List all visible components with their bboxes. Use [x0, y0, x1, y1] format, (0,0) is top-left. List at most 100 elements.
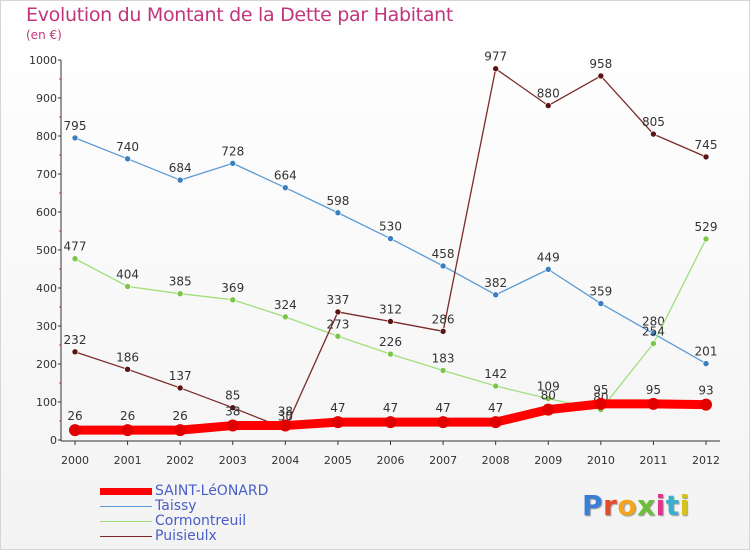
x-tick-label: 2002 — [166, 454, 194, 467]
data-point-saint-l-onard — [542, 403, 555, 416]
logo-letter: t — [665, 489, 680, 522]
x-tick-label: 2012 — [692, 454, 720, 467]
data-point-cormontreuil — [176, 290, 184, 298]
data-point-cormontreuil — [71, 255, 79, 263]
data-point-taissy — [702, 360, 710, 367]
x-tick-label: 2011 — [639, 454, 667, 467]
legend-label: Cormontreuil — [155, 513, 247, 529]
data-point-taissy — [334, 209, 342, 217]
data-point-saint-l-onard — [594, 397, 607, 410]
data-label-puisieulx: 337 — [326, 293, 349, 307]
logo-letter: P — [582, 489, 604, 522]
legend-label: Puisieulx — [155, 528, 217, 544]
data-point-saint-l-onard — [700, 398, 712, 411]
data-label-taissy: 795 — [64, 119, 87, 133]
logo-letter: i — [679, 489, 690, 522]
legend-swatch — [100, 536, 152, 537]
data-point-cormontreuil — [650, 340, 657, 347]
data-label-puisieulx: 232 — [64, 333, 87, 347]
data-label-saint-l-onard: 95 — [593, 383, 608, 397]
data-point-puisieulx — [124, 366, 131, 373]
data-point-taissy — [597, 300, 605, 307]
data-point-saint-l-onard — [647, 397, 660, 410]
data-point-taissy — [229, 160, 237, 167]
data-label-taissy: 598 — [326, 194, 349, 208]
x-tick-label: 2005 — [324, 454, 352, 467]
data-label-saint-l-onard: 38 — [278, 405, 293, 419]
data-point-puisieulx — [650, 130, 657, 138]
data-label-cormontreuil: 183 — [432, 351, 455, 365]
logo-letter: o — [617, 489, 638, 522]
legend-swatch — [100, 506, 152, 507]
x-tick-label: 2007 — [429, 454, 457, 467]
legend-label: SAINT-LéONARD — [155, 483, 269, 499]
data-label-saint-l-onard: 38 — [225, 405, 240, 419]
x-tick-label: 2006 — [377, 454, 405, 467]
y-tick-label: 1000 — [29, 54, 57, 67]
data-point-saint-l-onard — [121, 424, 134, 437]
data-point-puisieulx — [702, 153, 710, 161]
data-label-cormontreuil: 404 — [116, 267, 139, 281]
legend-swatch — [100, 488, 152, 495]
data-point-puisieulx — [544, 102, 552, 109]
legend-label: Taissy — [155, 498, 197, 514]
data-label-saint-l-onard: 26 — [67, 409, 82, 423]
data-label-taissy: 382 — [484, 276, 507, 290]
data-label-cormontreuil: 273 — [326, 317, 349, 331]
data-label-taissy: 664 — [274, 169, 297, 183]
proxiti-logo: Proxiti — [582, 489, 690, 522]
y-tick-label: 700 — [36, 168, 57, 181]
x-tick-label: 2004 — [271, 454, 299, 467]
data-label-puisieulx: 880 — [537, 87, 560, 101]
data-label-puisieulx: 186 — [116, 350, 139, 364]
data-label-saint-l-onard: 47 — [383, 401, 398, 415]
data-point-taissy — [439, 262, 447, 270]
data-point-saint-l-onard — [226, 419, 239, 432]
x-tick-label: 2008 — [482, 454, 510, 467]
data-label-saint-l-onard: 26 — [120, 409, 135, 423]
legend-swatch — [100, 521, 152, 522]
data-label-saint-l-onard: 80 — [541, 389, 556, 403]
data-point-puisieulx — [176, 384, 184, 392]
data-point-saint-l-onard — [489, 416, 502, 429]
y-tick-label: 0 — [50, 434, 57, 447]
y-tick-label: 200 — [36, 358, 57, 371]
data-point-cormontreuil — [124, 283, 131, 290]
data-label-cormontreuil: 254 — [642, 324, 665, 338]
data-label-puisieulx: 30 — [278, 410, 293, 424]
data-label-puisieulx: 137 — [169, 369, 192, 383]
data-label-taissy: 280 — [642, 315, 665, 329]
data-label-cormontreuil: 324 — [274, 298, 297, 312]
data-point-saint-l-onard — [174, 424, 187, 437]
logo-letter: x — [637, 489, 656, 522]
data-point-saint-l-onard — [384, 416, 397, 429]
data-label-saint-l-onard: 93 — [698, 384, 713, 398]
data-label-taissy: 728 — [221, 144, 244, 158]
data-label-saint-l-onard: 95 — [646, 383, 661, 397]
logo-letter: i — [655, 489, 666, 522]
data-label-taissy: 359 — [589, 285, 612, 299]
data-label-puisieulx: 977 — [484, 50, 507, 64]
data-point-cormontreuil — [439, 367, 447, 374]
data-label-puisieulx: 312 — [379, 302, 402, 316]
data-label-cormontreuil: 226 — [379, 335, 402, 349]
data-label-taissy: 684 — [169, 161, 192, 175]
data-point-taissy — [124, 155, 131, 163]
data-label-cormontreuil: 142 — [484, 367, 507, 381]
y-tick-label: 800 — [36, 130, 57, 143]
data-label-saint-l-onard: 26 — [173, 409, 188, 423]
data-point-cormontreuil — [229, 296, 237, 304]
y-tick-label: 900 — [36, 92, 57, 105]
data-point-saint-l-onard — [69, 424, 81, 437]
data-point-cormontreuil — [334, 332, 342, 340]
data-point-cormontreuil — [492, 382, 499, 390]
data-point-puisieulx — [71, 348, 79, 356]
x-tick-label: 2000 — [61, 454, 89, 467]
data-point-puisieulx — [334, 308, 342, 316]
data-label-puisieulx: 805 — [642, 115, 665, 129]
data-point-taissy — [650, 330, 657, 337]
logo-letter: r — [603, 489, 618, 522]
data-label-puisieulx: 958 — [589, 57, 612, 71]
